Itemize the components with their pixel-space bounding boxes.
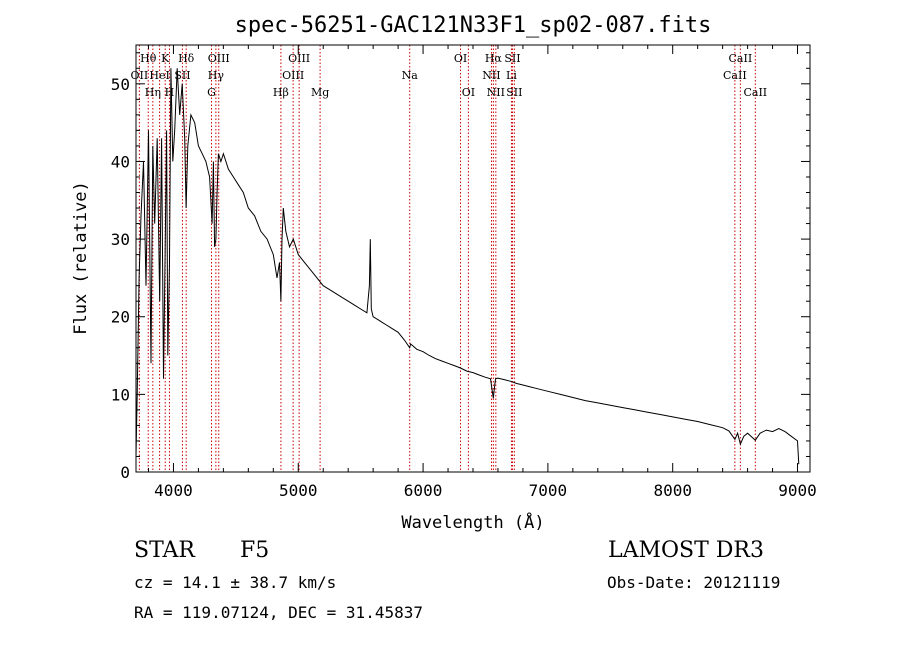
object-subclass: F5 — [240, 538, 270, 563]
line-label: OIII — [288, 52, 310, 65]
observation-date: Obs-Date: 20121119 — [607, 573, 781, 592]
line-label: Hη — [145, 86, 161, 99]
line-label: CaII — [729, 52, 753, 65]
y-tick-label: 20 — [111, 308, 130, 327]
x-tick-label: 5000 — [279, 481, 318, 500]
spectrum-series-flux — [135, 68, 800, 465]
line-label: Li — [506, 69, 517, 82]
x-axis-label: Wavelength (Å) — [401, 511, 544, 533]
line-label: Hδ — [178, 52, 195, 65]
line-label: Hα — [485, 52, 503, 65]
plot-frame — [135, 44, 811, 473]
line-label: OI — [462, 86, 475, 99]
y-tick-label: 10 — [111, 385, 130, 404]
line-label: NII — [487, 86, 505, 99]
coordinates: RA = 119.07124, DEC = 31.45837 — [134, 603, 423, 622]
x-tick-label: 6000 — [404, 481, 443, 500]
line-label: K — [161, 52, 170, 65]
line-label: G — [207, 86, 216, 99]
y-tick-label: 50 — [111, 75, 130, 94]
line-label: CaII — [743, 86, 767, 99]
line-label: Mg — [311, 86, 329, 99]
line-label: Na — [402, 69, 419, 82]
spectral-line-markers — [138, 45, 756, 472]
line-label: OII — [131, 69, 149, 82]
line-label: HeI — [149, 69, 169, 82]
line-label: Hθ — [140, 52, 157, 65]
line-label: SII — [506, 86, 522, 99]
x-tick-label: 4000 — [154, 481, 193, 500]
line-label: Hγ — [208, 69, 225, 82]
object-class: STAR — [134, 538, 195, 563]
line-label: OIII — [208, 52, 230, 65]
line-label: OIII — [282, 69, 304, 82]
spectral-line-labels: Hθ OII Hη K HeI H Hδ SII OIII Hγ G OIII OIII Hβ Mg Na OI… — [131, 52, 768, 99]
chart-title: spec-56251-GAC121N33F1_sp02-087.fits — [235, 13, 712, 38]
line-label: OI — [454, 52, 467, 65]
y-tick-label: 30 — [111, 230, 130, 249]
line-label: H — [165, 86, 175, 99]
x-tick-label: 9000 — [778, 481, 817, 500]
y-tick-label: 0 — [120, 463, 130, 482]
line-label: CaII — [723, 69, 747, 82]
survey-name: LAMOST DR3 — [608, 538, 764, 563]
x-tick-label: 7000 — [529, 481, 568, 500]
y-axis: 0 10 20 30 40 50 — [111, 52, 810, 482]
y-axis-label: Flux (relative) — [71, 181, 91, 335]
redshift-value: cz = 14.1 ± 38.7 km/s — [134, 573, 337, 592]
line-label: Hβ — [273, 86, 289, 99]
line-label: NII — [482, 69, 500, 82]
y-tick-label: 40 — [111, 152, 130, 171]
x-tick-label: 8000 — [653, 481, 692, 500]
line-label: SII — [174, 69, 190, 82]
x-axis: 4000 5000 6000 7000 8000 9000 — [147, 45, 817, 500]
line-label: SII — [504, 52, 520, 65]
